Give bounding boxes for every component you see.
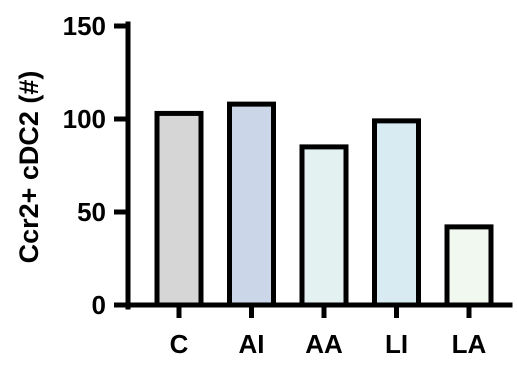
x-tick-label-la: LA [452, 329, 487, 359]
x-tick-label-ai: AI [239, 329, 265, 359]
bar-li [372, 118, 421, 308]
x-tick-label-c: C [170, 329, 189, 359]
y-tick-label-0: 0 [92, 290, 106, 320]
y-tick-label-100: 100 [63, 104, 106, 134]
x-tick-label-aa: AA [305, 329, 343, 359]
y-axis-label: Ccr2+ cDC2 (#) [14, 71, 44, 264]
x-tick-label-li: LI [385, 329, 408, 359]
bar-ai [227, 101, 276, 308]
bar-c [154, 110, 204, 308]
bar-aa [299, 144, 349, 308]
bar-la [444, 224, 494, 308]
y-tick-label-150: 150 [63, 11, 106, 41]
y-tick-label-50: 50 [77, 197, 106, 227]
